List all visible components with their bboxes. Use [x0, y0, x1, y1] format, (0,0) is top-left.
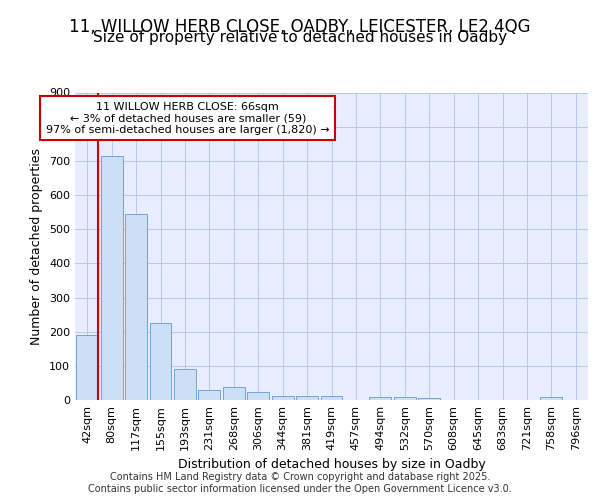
Y-axis label: Number of detached properties: Number of detached properties: [31, 148, 43, 345]
Bar: [125, 214, 147, 400]
X-axis label: Distribution of detached houses by size in Oadby: Distribution of detached houses by size …: [178, 458, 485, 471]
Text: Size of property relative to detached houses in Oadby: Size of property relative to detached ho…: [93, 30, 507, 45]
Bar: [320, 396, 343, 400]
Text: 11, WILLOW HERB CLOSE, OADBY, LEICESTER, LE2 4QG: 11, WILLOW HERB CLOSE, OADBY, LEICESTER,…: [69, 18, 531, 36]
Bar: [174, 369, 196, 400]
Bar: [541, 398, 562, 400]
Bar: [418, 398, 440, 400]
Bar: [149, 323, 172, 400]
Bar: [394, 396, 416, 400]
Bar: [296, 396, 318, 400]
Text: 11 WILLOW HERB CLOSE: 66sqm
← 3% of detached houses are smaller (59)
97% of semi: 11 WILLOW HERB CLOSE: 66sqm ← 3% of deta…: [46, 102, 329, 135]
Bar: [272, 396, 293, 400]
Bar: [101, 156, 122, 400]
Bar: [247, 392, 269, 400]
Text: Contains HM Land Registry data © Crown copyright and database right 2025.: Contains HM Land Registry data © Crown c…: [110, 472, 490, 482]
Bar: [199, 390, 220, 400]
Text: Contains public sector information licensed under the Open Government Licence v3: Contains public sector information licen…: [88, 484, 512, 494]
Bar: [370, 398, 391, 400]
Bar: [76, 335, 98, 400]
Bar: [223, 388, 245, 400]
